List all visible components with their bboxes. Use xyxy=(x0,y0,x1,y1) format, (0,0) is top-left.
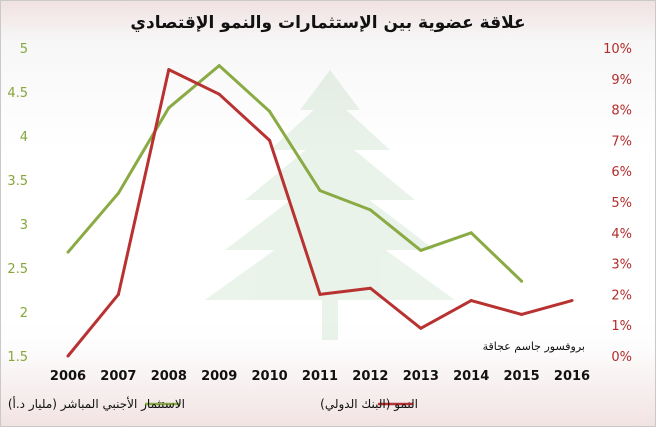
point-fdi xyxy=(520,279,524,283)
point-growth xyxy=(268,138,272,142)
right-tick-label: 2% xyxy=(611,288,632,303)
left-tick-label: 3 xyxy=(20,218,28,233)
flag-band-bottom xyxy=(1,346,655,426)
point-growth xyxy=(167,68,171,72)
right-tick-label: 5% xyxy=(611,196,632,211)
point-fdi xyxy=(66,250,70,254)
right-tick-label: 10% xyxy=(603,42,632,57)
left-tick-label: 2.5 xyxy=(7,262,28,277)
left-tick-label: 5 xyxy=(20,42,28,57)
series-line-fdi xyxy=(66,64,523,283)
point-growth xyxy=(66,354,70,358)
legend-label-growth: النمو (البنك الدولي) xyxy=(320,397,418,412)
left-tick-label: 3.5 xyxy=(7,174,28,189)
right-tick-label: 8% xyxy=(611,104,632,119)
point-growth xyxy=(116,292,120,296)
right-tick-label: 0% xyxy=(611,350,632,365)
right-axis: 0% 1% 2% 3% 4% 5% 6% 7% 8% 9% 10% xyxy=(603,42,632,365)
point-growth xyxy=(368,286,372,290)
x-tick-label: 2011 xyxy=(302,369,338,384)
point-fdi xyxy=(217,64,221,68)
point-fdi xyxy=(419,248,423,252)
author-annotation: بروفسور جاسم عجاقة xyxy=(483,340,585,353)
point-fdi xyxy=(268,109,272,113)
x-tick-label: 2009 xyxy=(201,369,237,384)
right-tick-label: 7% xyxy=(611,134,632,149)
left-tick-label: 4 xyxy=(20,130,28,145)
left-axis: 1.5 2 2.5 3 3.5 4 4.5 5 xyxy=(7,42,28,365)
point-growth xyxy=(318,292,322,296)
cedar-tree-icon xyxy=(205,70,455,340)
x-tick-label: 2015 xyxy=(504,369,540,384)
right-tick-label: 9% xyxy=(611,73,632,88)
x-tick-label: 2013 xyxy=(403,369,439,384)
point-growth xyxy=(419,326,423,330)
point-fdi xyxy=(469,231,473,235)
chart-title: علاقة عضوية بين الإستثمارات والنمو الإقت… xyxy=(130,13,525,33)
point-fdi xyxy=(368,208,372,212)
legend: الاستثمار الأجنبي المباشر (مليار د.أ) ال… xyxy=(8,396,418,412)
right-tick-label: 4% xyxy=(611,227,632,242)
x-tick-label: 2006 xyxy=(50,369,86,384)
x-tick-label: 2010 xyxy=(252,369,288,384)
point-fdi xyxy=(116,191,120,195)
point-fdi xyxy=(318,189,322,193)
left-tick-label: 4.5 xyxy=(7,86,28,101)
point-growth xyxy=(520,312,524,316)
x-axis: 2006 2007 2008 2009 2010 2011 2012 2013 2014 2015… xyxy=(50,369,590,384)
right-tick-label: 1% xyxy=(611,319,632,334)
point-growth xyxy=(570,299,574,303)
legend-label-fdi: الاستثمار الأجنبي المباشر (مليار د.أ) xyxy=(8,396,185,412)
left-tick-label: 2 xyxy=(20,306,28,321)
series-lines xyxy=(66,64,574,358)
point-growth xyxy=(469,299,473,303)
flag-band-top xyxy=(1,1,655,41)
point-fdi xyxy=(167,106,171,110)
point-growth xyxy=(217,92,221,96)
x-tick-label: 2014 xyxy=(453,369,489,384)
right-tick-label: 3% xyxy=(611,258,632,273)
right-tick-label: 6% xyxy=(611,165,632,180)
left-tick-label: 1.5 xyxy=(7,350,28,365)
x-tick-label: 2007 xyxy=(100,369,136,384)
x-tick-label: 2008 xyxy=(151,369,187,384)
x-tick-label: 2016 xyxy=(554,369,590,384)
x-tick-label: 2012 xyxy=(352,369,388,384)
